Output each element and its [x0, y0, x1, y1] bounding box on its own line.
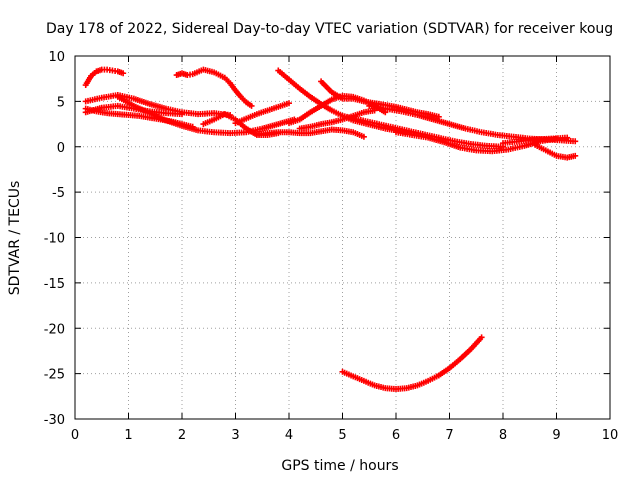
data-point	[248, 102, 255, 109]
data-points	[82, 66, 579, 393]
x-tick-label: 10	[602, 428, 619, 443]
y-tick-labels: 10 5 0 -5 -10 -15 -20 -25 -30	[44, 50, 65, 428]
series-track-13	[318, 78, 442, 120]
y-tick-label: 10	[48, 50, 65, 65]
y-axis-label: SDTVAR / TECUs	[7, 181, 23, 296]
x-tick-label: 4	[285, 428, 293, 443]
data-point	[572, 138, 579, 145]
series-track-14	[339, 112, 506, 150]
x-tick-label: 6	[392, 428, 400, 443]
y-tick-label: -30	[44, 413, 65, 428]
x-axis-label: GPS time / hours	[281, 458, 398, 474]
x-tick-label: 5	[338, 428, 346, 443]
y-tick-label: -20	[44, 322, 65, 337]
x-tick-label: 1	[124, 428, 132, 443]
data-point	[360, 133, 367, 140]
data-point	[478, 334, 485, 341]
series-track-9	[232, 100, 292, 127]
x-tick-label: 0	[71, 428, 79, 443]
data-point	[286, 100, 292, 107]
data-point	[179, 111, 185, 118]
series-track-8	[253, 126, 367, 140]
y-tick-label: 0	[57, 141, 65, 156]
series-track-19	[339, 334, 485, 393]
data-point	[120, 70, 127, 77]
axis-ticks	[74, 55, 611, 420]
series-track-2	[82, 92, 234, 118]
series-track-1	[82, 66, 127, 89]
x-tick-label: 3	[231, 428, 239, 443]
y-tick-label: -10	[44, 232, 65, 247]
series-track-6	[173, 66, 255, 109]
x-tick-labels: 0 1 2 3 4 5 6 7 8 9 10	[71, 428, 618, 443]
y-tick-label: -5	[52, 186, 65, 201]
x-tick-label: 7	[445, 428, 453, 443]
x-tick-label: 2	[178, 428, 186, 443]
y-tick-label: -15	[44, 277, 65, 292]
y-tick-label: -25	[44, 368, 65, 383]
data-point	[572, 152, 579, 159]
series-track-5	[114, 93, 298, 137]
series-track-18	[532, 141, 579, 161]
x-tick-label: 9	[552, 428, 560, 443]
data-point	[564, 134, 571, 141]
y-tick-label: 5	[57, 95, 65, 110]
series-track-17	[500, 134, 571, 147]
x-tick-label: 8	[499, 428, 507, 443]
chart-title: Day 178 of 2022, Sidereal Day-to-day VTE…	[46, 21, 613, 37]
